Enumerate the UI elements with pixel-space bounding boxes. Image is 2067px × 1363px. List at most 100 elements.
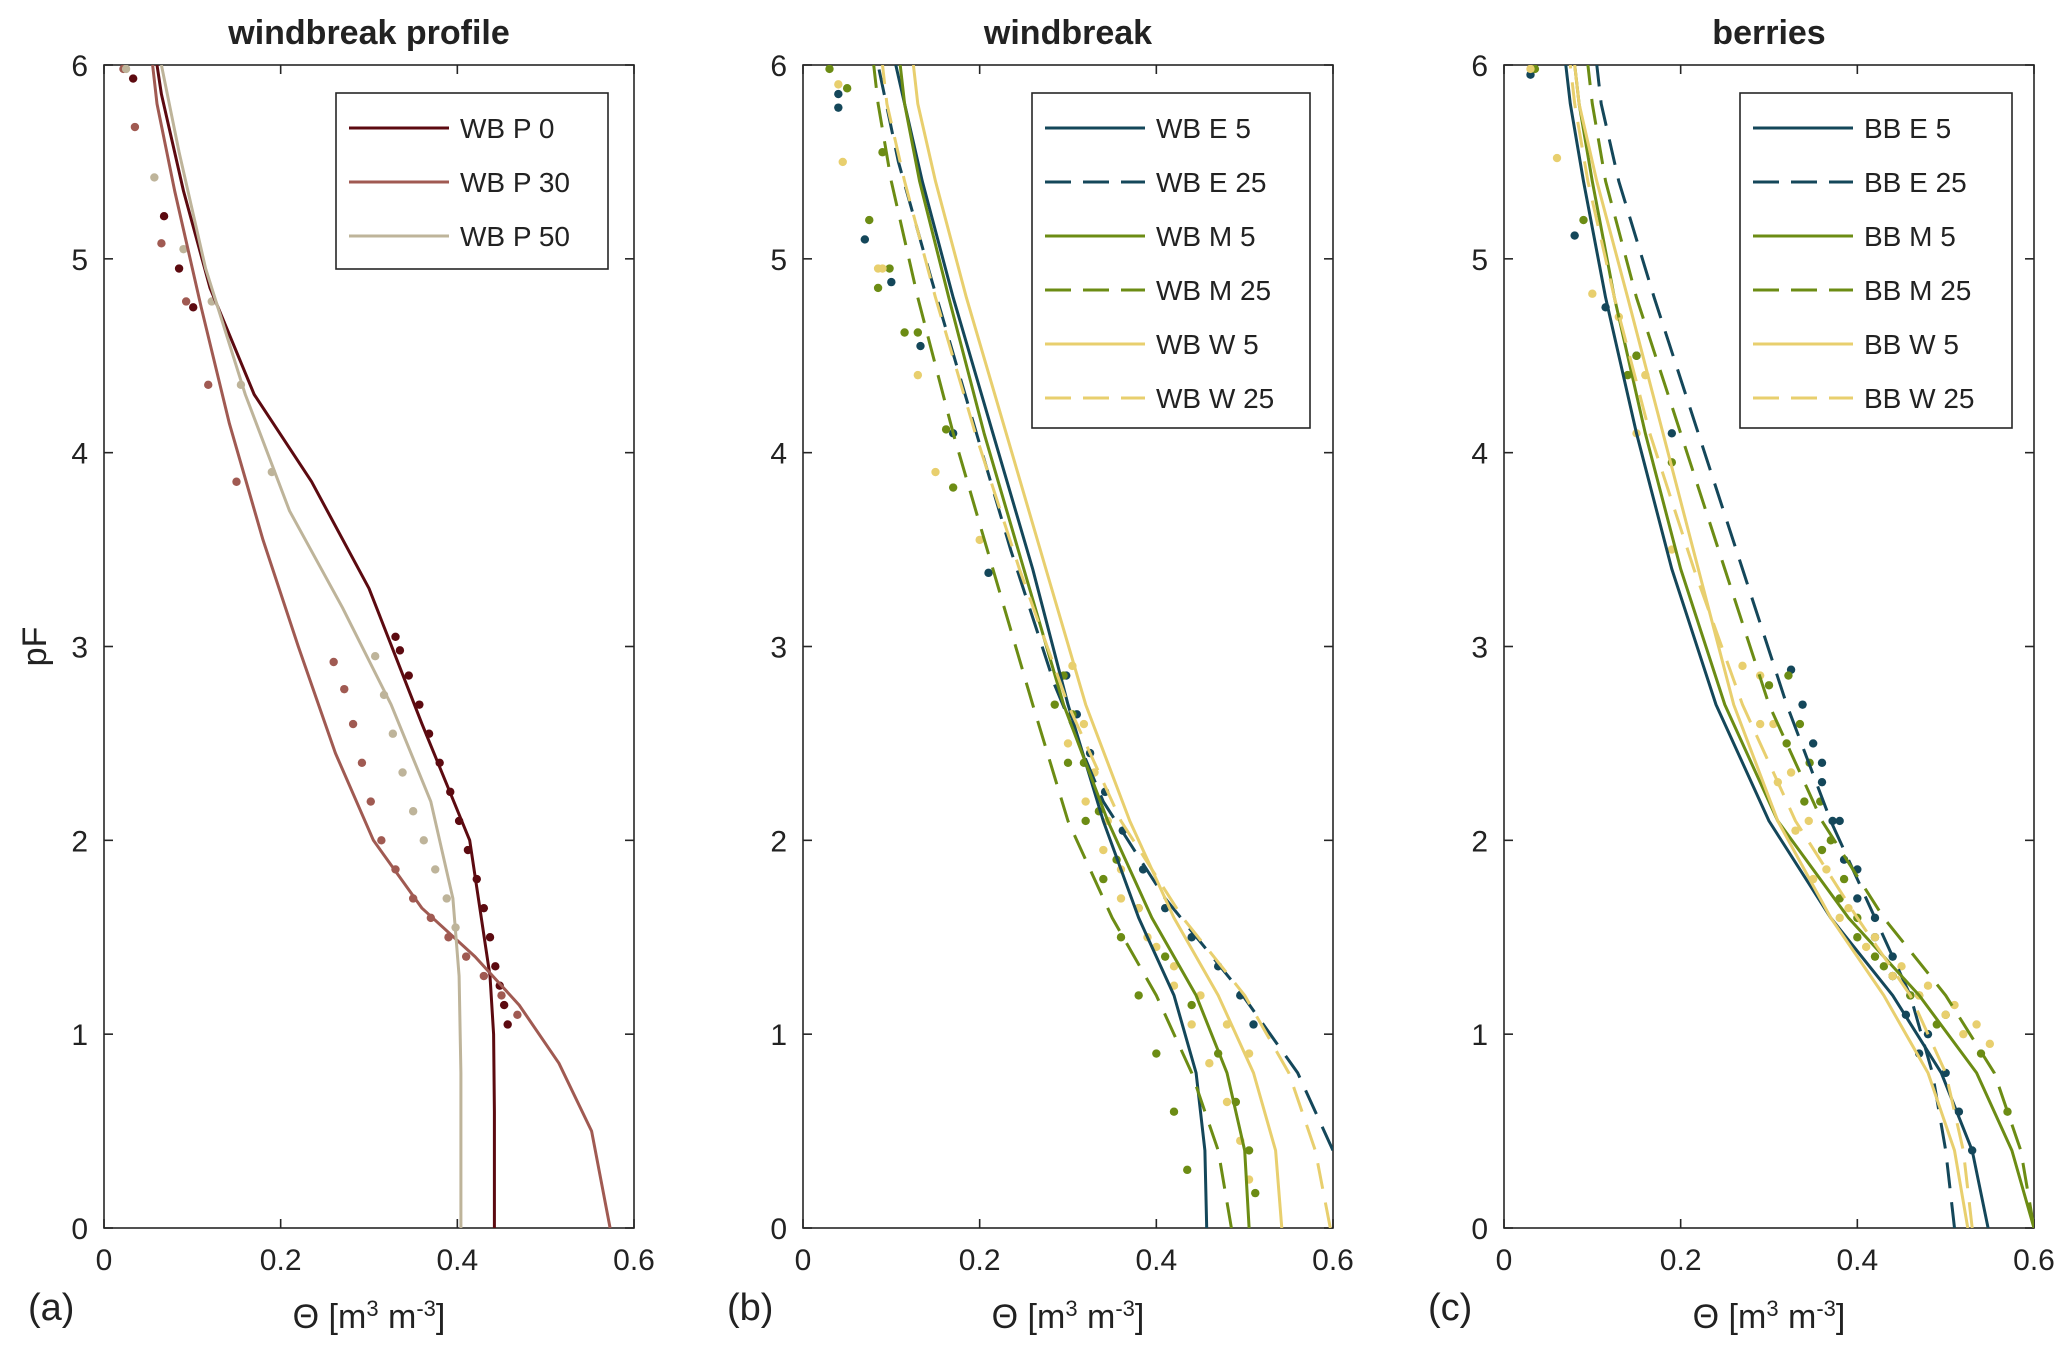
data-point [1205, 1059, 1214, 1068]
data-point [931, 467, 940, 477]
panel-2: 0 0.2 0.4 0.6 0 1 2 3 4 5 6 windbreak Θ [m3 m-3] (b) W… [727, 14, 1354, 1336]
series-line [894, 65, 1209, 1228]
data-point [1116, 933, 1126, 942]
data-point [1099, 845, 1108, 855]
data-layer [119, 65, 612, 1228]
data-point [408, 807, 418, 816]
series-line [159, 65, 463, 1228]
data-point [834, 89, 843, 99]
y-tick-label: 4 [770, 438, 787, 471]
data-point [865, 215, 874, 225]
y-tick-label: 3 [770, 632, 787, 665]
series-line [872, 65, 1233, 1228]
data-point [1782, 739, 1791, 748]
data-point [1187, 1020, 1196, 1029]
data-point [873, 283, 883, 293]
legend-box [1031, 92, 1311, 429]
legend: BB E 5 BB E 25 BB M 5 BB M 25 BB W 5 BB W 25 [1739, 92, 2013, 429]
data-point [1784, 671, 1793, 680]
data-point [431, 865, 440, 874]
x-axis-label: Θ [m3 m-3] [1693, 1296, 1846, 1336]
x-tick-label: 0 [795, 1244, 812, 1277]
x-tick-label: 0.6 [2013, 1244, 2055, 1277]
data-point [1822, 865, 1831, 874]
data-point [485, 933, 495, 942]
data-point [1879, 962, 1889, 971]
series-line [1568, 65, 1974, 1228]
data-point [975, 535, 984, 545]
data-point [329, 657, 338, 667]
series-line [898, 65, 1251, 1228]
x-axis-label: Θ [m3 m-3] [992, 1296, 1145, 1336]
data-point [1632, 351, 1641, 360]
y-tick-label: 1 [71, 1019, 88, 1052]
legend-label: WB W 5 [1156, 329, 1259, 360]
x-tick-label: 0.2 [1660, 1244, 1702, 1277]
y-tick-label: 0 [770, 1213, 787, 1246]
legend-label: BB E 5 [1864, 113, 1951, 144]
series-line [1573, 65, 1970, 1228]
series-line [1586, 65, 2034, 1228]
data-point [1116, 894, 1126, 903]
data-point [419, 836, 428, 845]
data-point [1134, 991, 1143, 1000]
data-point [1839, 874, 1849, 884]
data-point [415, 700, 424, 709]
legend-label: WB P 30 [460, 167, 570, 198]
legend-label: WB E 25 [1156, 167, 1266, 198]
legend-label: BB M 25 [1864, 275, 1971, 306]
data-point [1817, 758, 1827, 767]
data-point [204, 380, 213, 390]
legend-label: WB E 5 [1156, 113, 1251, 144]
data-point [1063, 739, 1073, 748]
data-point [1081, 797, 1090, 806]
data-point [404, 671, 413, 680]
data-point [395, 646, 405, 655]
data-point [1588, 289, 1597, 298]
y-axis-label: pF [16, 627, 54, 667]
data-point [1079, 719, 1089, 729]
data-point [1950, 1000, 1959, 1010]
data-point [913, 370, 923, 380]
data-point [366, 797, 375, 806]
data-point [121, 65, 131, 74]
y-tick-label: 0 [1471, 1213, 1488, 1246]
y-tick-label: 4 [1471, 438, 1488, 471]
data-point [398, 768, 407, 777]
data-point [1835, 816, 1844, 826]
data-point [189, 303, 198, 312]
data-point [232, 477, 241, 486]
data-point [1870, 952, 1880, 961]
data-point [1050, 700, 1059, 709]
x-tick-label: 0.2 [959, 1244, 1001, 1277]
panel-letter: (a) [28, 1287, 74, 1329]
data-point [1861, 942, 1871, 952]
series-line [881, 65, 1332, 1228]
data-layer [825, 65, 1333, 1228]
legend-box [1739, 92, 2013, 429]
data-point [1667, 429, 1677, 438]
y-tick-label: 2 [770, 825, 787, 858]
data-point [370, 651, 380, 661]
data-point [842, 84, 852, 93]
data-point [1579, 215, 1588, 225]
data-point [913, 328, 923, 337]
legend-label: BB W 5 [1864, 329, 1959, 360]
data-point [391, 632, 400, 642]
data-point [1169, 962, 1179, 971]
y-tick-label: 1 [1471, 1019, 1488, 1052]
legend-label: WB W 25 [1156, 383, 1274, 414]
data-point [1828, 816, 1837, 826]
panel-letter: (c) [1428, 1287, 1472, 1329]
y-tick-label: 3 [1471, 632, 1488, 665]
data-point [479, 971, 489, 981]
y-tick-label: 0 [71, 1213, 88, 1246]
data-point [948, 483, 958, 492]
series-line [155, 65, 496, 1228]
y-tick-label: 5 [770, 244, 787, 277]
data-point [1870, 933, 1880, 942]
data-point [1817, 845, 1827, 855]
data-point [1244, 1146, 1254, 1155]
y-tick-label: 6 [1471, 50, 1488, 83]
